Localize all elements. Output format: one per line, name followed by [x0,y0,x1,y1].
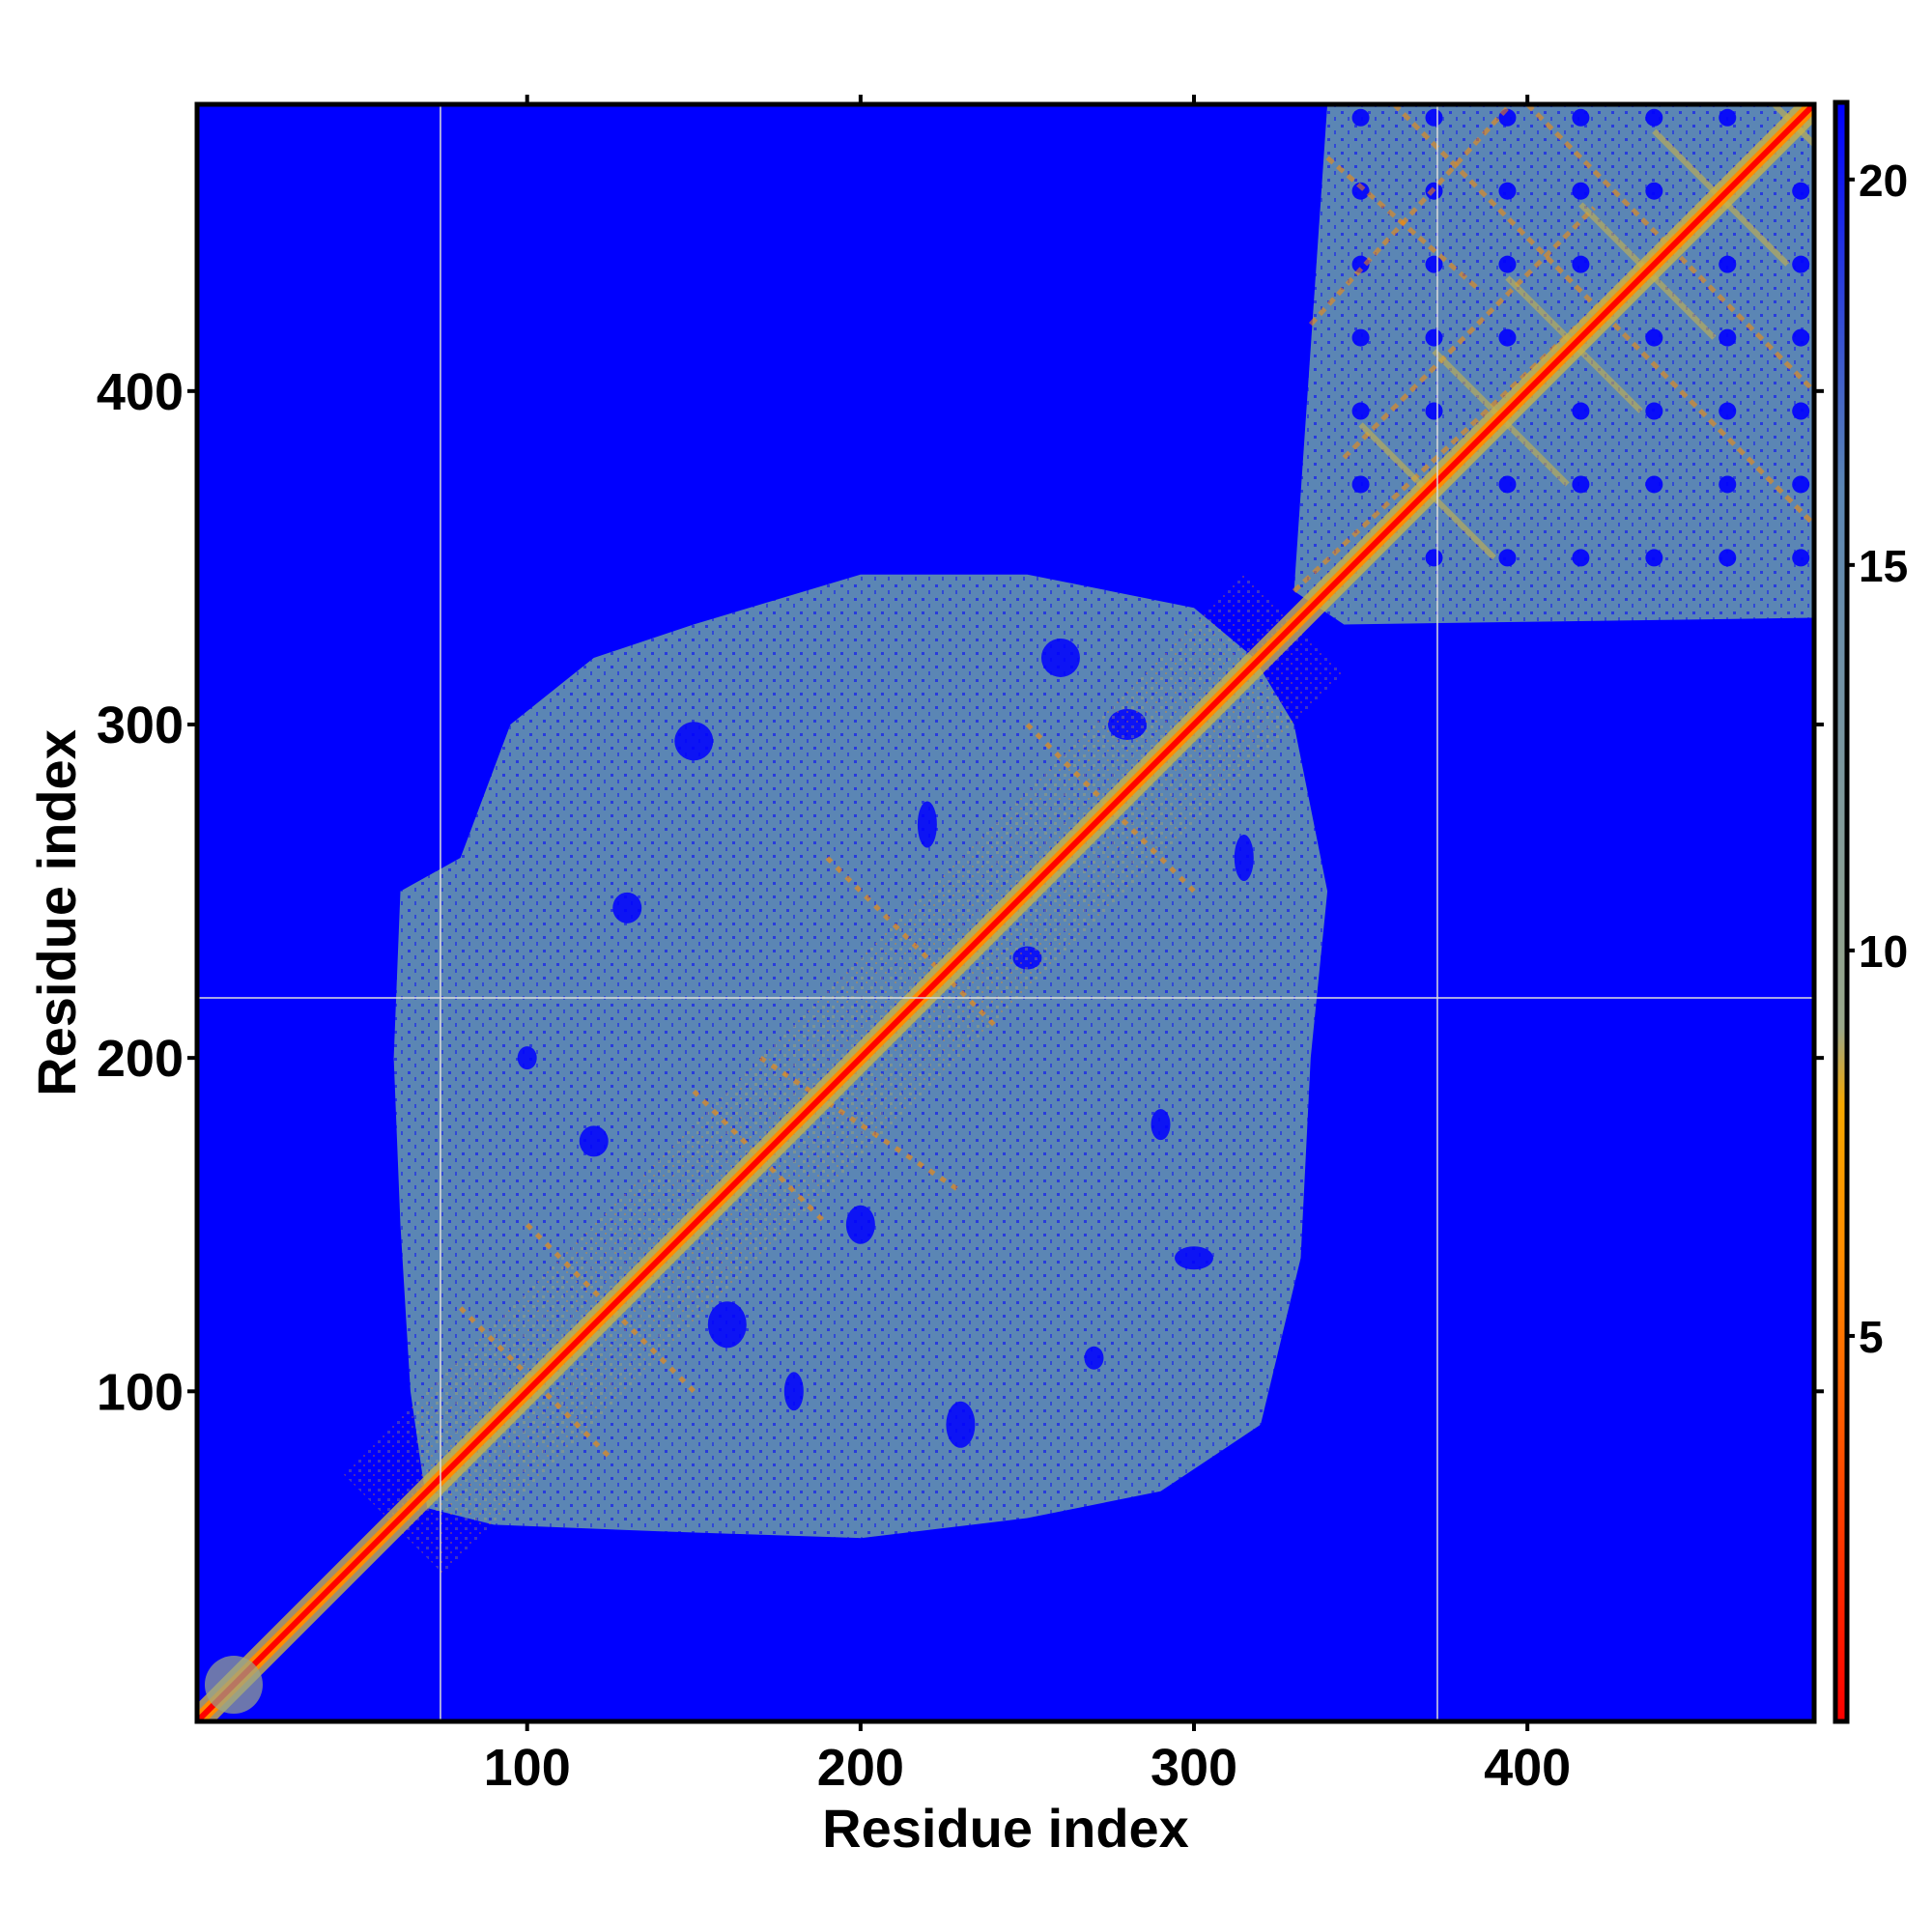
low-contact-hole [917,801,937,848]
repeat-lattice-hole [1351,328,1370,347]
repeat-lattice-hole [1351,475,1370,494]
off-diagonal-contact [458,1306,612,1461]
repeat-lattice-hole [1351,255,1370,273]
repeat-lattice-hole [1792,182,1810,200]
x-tick-label: 400 [1484,1739,1571,1797]
repeat-lattice-hole [1498,549,1517,567]
repeat-lattice-hole [1792,402,1810,420]
repeat-lattice-hole [1572,255,1590,273]
repeat-contact-stripe [1342,206,1596,460]
repeat-lattice-hole [1572,402,1590,420]
x-axis-title: Residue index [822,1798,1189,1859]
repeat-lattice-hole [1645,402,1663,420]
repeat-lattice-hole [1425,549,1443,567]
repeat-lattice-hole [1572,549,1590,567]
colorbar-gradient [1833,99,1850,1724]
colorbar: 5 10 15 20 [1833,99,1908,1724]
repeat-lattice-hole [1645,182,1663,200]
repeat-lattice-hole [1425,255,1443,273]
y-tick-label: 100 [97,1363,184,1421]
diagonal-line [197,104,1814,1721]
low-contact-hole [612,892,642,923]
repeat-lattice-hole [1645,108,1663,127]
repeat-lattice-hole [1351,108,1370,127]
n-terminus-blob [204,1656,263,1715]
low-contact-hole [1234,835,1254,882]
repeat-lattice-hole [1792,475,1810,494]
x-tick-label: 200 [817,1739,904,1797]
low-contact-hole [579,1125,609,1157]
repeat-lattice-hole [1572,108,1590,127]
repeat-lattice-hole [1498,475,1517,494]
repeat-lattice-hole [1792,549,1810,567]
low-contact-hole [783,1372,804,1411]
repeat-lattice-hole [1351,402,1370,420]
repeat-lattice-hole [1498,255,1517,273]
repeat-lattice-hole [1719,475,1737,494]
right-axis-ticks [1814,388,1824,1394]
top-axis-ticks [525,95,1530,104]
x-tick-label: 300 [1151,1739,1237,1797]
colorbar-tick-label: 20 [1859,156,1908,206]
repeat-lattice-hole [1572,475,1590,494]
repeat-lattice-hole [1498,182,1517,200]
colorbar-ticks: 5 10 15 20 [1847,156,1908,1362]
repeat-lattice-hole [1425,108,1443,127]
repeat-lattice-hole [1719,328,1737,347]
y-tick-label: 300 [97,696,184,754]
y-axis-title: Residue index [26,729,87,1096]
repeat-lattice-hole [1572,182,1590,200]
low-contact-hole [674,722,714,761]
low-contact-hole [707,1301,747,1349]
colorbar-tick-label: 10 [1859,926,1908,977]
x-tick-label: 100 [484,1739,571,1797]
low-contact-hole [1175,1246,1214,1270]
repeat-lattice-hole [1719,108,1737,127]
repeat-lattice-hole [1351,182,1370,200]
repeat-lattice-hole [1645,475,1663,494]
low-contact-hole [517,1046,537,1070]
repeat-lattice-hole [1719,549,1737,567]
low-contact-hole [1084,1346,1104,1370]
x-axis: 100 200 300 400 [484,1721,1571,1797]
y-tick-label: 400 [97,363,184,421]
low-contact-hole [1040,638,1080,677]
y-axis: 100 200 300 400 [97,363,197,1421]
repeat-contact-stripe [1392,104,1814,526]
colorbar-tick-label: 5 [1859,1312,1884,1362]
plot-frame [194,101,1817,1724]
repeat-lattice-hole [1792,328,1810,347]
y-tick-label: 200 [97,1030,184,1088]
repeat-lattice-hole [1425,402,1443,420]
repeat-lattice-hole [1719,255,1737,273]
off-diagonal-contact [692,1089,830,1227]
colorbar-tick-label: 15 [1859,541,1908,591]
heatmap-plot-area [197,104,1814,1721]
low-contact-hole [1151,1109,1171,1141]
repeat-lattice-hole [1498,328,1517,347]
repeat-contact-stripe [1325,156,1483,294]
repeat-contact-stripe [1308,104,1513,327]
repeat-lattice-hole [1645,549,1663,567]
repeat-lattice-hole [1719,402,1737,420]
low-contact-hole [946,1401,976,1448]
repeat-lattice-hole [1792,255,1810,273]
low-contact-hole [845,1205,875,1244]
repeat-lattice-hole [1645,328,1663,347]
repeat-lattice-hole [1425,328,1443,347]
